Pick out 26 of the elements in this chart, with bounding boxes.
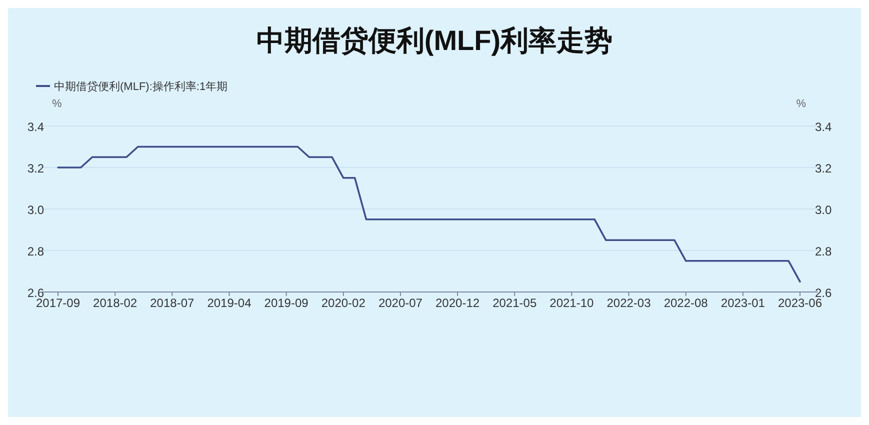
legend-label: 中期借贷便利(MLF):操作利率:1年期 — [54, 80, 228, 93]
chart-title: 中期借贷便利(MLF)利率走势 — [256, 25, 613, 56]
x-tick-label: 2021-10 — [550, 296, 594, 310]
x-tick-label: 2019-09 — [264, 296, 309, 310]
x-tick-label: 2022-08 — [664, 296, 708, 310]
x-tick-label: 2022-03 — [606, 296, 652, 310]
x-tick-label: 2017-09 — [36, 296, 80, 310]
y-tick-label: 2.8 — [27, 244, 44, 258]
x-tick-label: 2020-02 — [321, 296, 366, 310]
x-tick-label: 2020-07 — [378, 296, 423, 310]
y2-tick-label: 3.4 — [815, 120, 832, 134]
y-tick-label: 3.2 — [27, 162, 44, 176]
x-tick-label: 2020-12 — [436, 296, 480, 310]
y-axis-title: % — [52, 98, 62, 110]
x-tick-label: 2023-01 — [720, 296, 766, 310]
x-tick-label: 2019-04 — [207, 296, 252, 310]
x-tick-label: 2018-02 — [93, 296, 138, 310]
line-series — [57, 146, 801, 283]
y-tick-label: 3.0 — [27, 203, 44, 217]
y2-tick-label: 2.8 — [815, 244, 832, 258]
y-tick-label: 3.4 — [27, 120, 44, 134]
y2-tick-label: 3.2 — [815, 162, 832, 176]
y2-tick-label: 3.0 — [815, 203, 832, 217]
x-tick-label: 2021-05 — [492, 296, 537, 310]
y2-axis-title: % — [796, 98, 806, 110]
x-tick-label: 2018-07 — [150, 296, 194, 310]
